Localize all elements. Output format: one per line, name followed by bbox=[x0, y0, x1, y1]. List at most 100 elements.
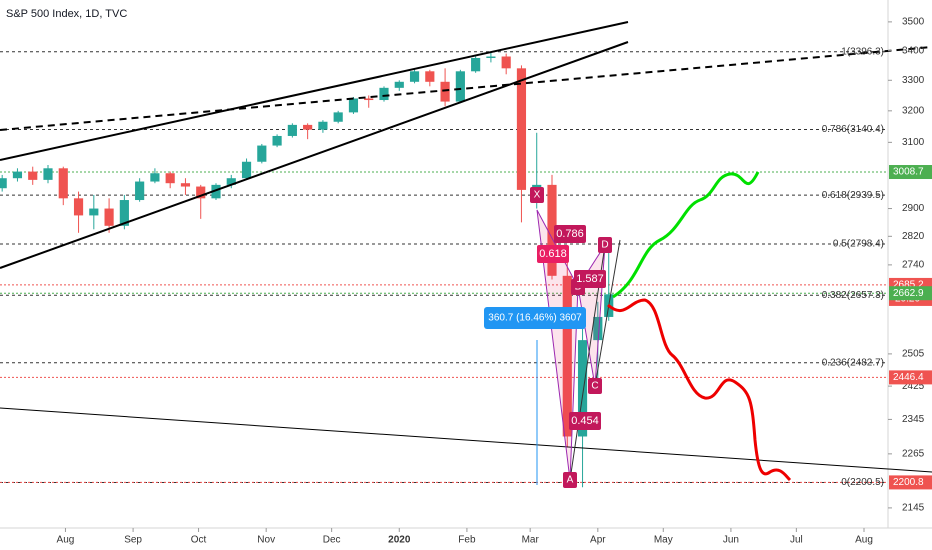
fib-label: 0.618(2939.5) bbox=[822, 190, 884, 201]
candle-body bbox=[318, 121, 328, 130]
pattern-ratio-box bbox=[569, 412, 601, 430]
candle-body bbox=[43, 168, 53, 180]
y-tick-label: 3400 bbox=[902, 45, 925, 56]
pattern-leg bbox=[594, 239, 621, 387]
fib-label: 0.786(3140.4) bbox=[822, 124, 884, 135]
candle-body bbox=[486, 56, 496, 58]
y-tick-label: 3500 bbox=[902, 17, 925, 28]
pattern-ratio-label: 0.786 bbox=[556, 228, 584, 240]
candle-body bbox=[58, 168, 68, 199]
candle-body bbox=[348, 98, 359, 113]
trend-line bbox=[0, 21, 629, 161]
candle-body bbox=[119, 200, 129, 226]
pattern-ratio-box bbox=[574, 270, 606, 288]
x-tick-label: Mar bbox=[522, 535, 540, 546]
candle-body bbox=[104, 208, 114, 226]
pattern-ratio-label: 0.454 bbox=[571, 415, 599, 427]
y-tick-label: 2820 bbox=[902, 231, 925, 242]
price-badge bbox=[889, 475, 932, 490]
price-badge-label: 2200.8 bbox=[893, 477, 924, 488]
y-tick-label: 2425 bbox=[902, 381, 925, 392]
y-tick-label: 3200 bbox=[902, 105, 925, 116]
candle-body bbox=[165, 173, 175, 184]
candle-body bbox=[364, 98, 374, 101]
fib-label: 0.382(2657.3) bbox=[822, 290, 884, 301]
pattern-point-label: X bbox=[534, 190, 541, 201]
pattern-ratio-box bbox=[554, 225, 586, 243]
pattern-point-box bbox=[530, 187, 544, 203]
pattern-ratio-box bbox=[537, 245, 569, 263]
candle-body bbox=[211, 184, 221, 199]
candle-body bbox=[516, 68, 527, 190]
fib-label: 1(3396.3) bbox=[841, 46, 884, 57]
x-tick-label: Sep bbox=[124, 535, 142, 546]
plot-area bbox=[0, 51, 888, 488]
projection-up bbox=[612, 171, 760, 299]
y-tick-label: 2740 bbox=[902, 260, 925, 271]
x-tick-label: May bbox=[654, 535, 673, 546]
candle-body bbox=[425, 71, 435, 82]
pattern-point-label: D bbox=[601, 240, 608, 251]
candle-body bbox=[73, 198, 84, 216]
fib-label: 0.236(2482.7) bbox=[822, 357, 884, 368]
pattern-point-box bbox=[563, 472, 577, 488]
y-tick-label: 3300 bbox=[902, 75, 925, 86]
price-badge-label: 3008.7 bbox=[893, 167, 924, 178]
candle-body bbox=[196, 186, 206, 199]
candle-body bbox=[333, 112, 343, 122]
candle-body bbox=[409, 71, 420, 82]
pattern-point-label: C bbox=[591, 381, 598, 392]
candle-body bbox=[501, 56, 511, 69]
price-badge-label: 2662.9 bbox=[893, 288, 924, 299]
measure-box bbox=[484, 307, 586, 329]
candle-body bbox=[226, 178, 236, 185]
candle-body bbox=[272, 135, 282, 146]
x-tick-label: Feb bbox=[458, 535, 476, 546]
x-tick-label: Aug bbox=[57, 535, 75, 546]
pattern-point-box bbox=[588, 378, 602, 394]
price-badge-label: 2446.4 bbox=[893, 372, 924, 383]
x-tick-label: Jul bbox=[790, 535, 803, 546]
candle-body bbox=[440, 81, 450, 102]
candle-body bbox=[562, 275, 572, 437]
candle-body bbox=[287, 124, 297, 136]
x-tick-label: Dec bbox=[323, 535, 341, 546]
pattern-ratio-label: 0.618 bbox=[539, 248, 567, 260]
y-tick-label: 3100 bbox=[902, 137, 925, 148]
candle-body bbox=[180, 183, 191, 187]
fib-label: 0.5(2798.4) bbox=[833, 239, 884, 250]
pattern-point-label: A bbox=[567, 475, 574, 486]
pattern-ratio-label: 1.587 bbox=[576, 273, 604, 285]
candle-body bbox=[150, 173, 160, 182]
pattern-point-box bbox=[598, 237, 612, 253]
y-tick-label: 2345 bbox=[902, 414, 925, 425]
fib-label: 0(2200.5) bbox=[841, 477, 884, 488]
measure-label: 360.7 (16.46%) 3607 bbox=[488, 313, 582, 324]
x-tick-label: Apr bbox=[590, 535, 606, 546]
y-tick-label: 2900 bbox=[902, 203, 925, 214]
candle-body bbox=[379, 87, 389, 101]
candle-body bbox=[394, 81, 404, 88]
trend-line bbox=[0, 41, 629, 269]
candle-body bbox=[303, 124, 313, 130]
x-tick-label: Nov bbox=[257, 535, 275, 546]
candle-body bbox=[593, 316, 603, 341]
trend-line bbox=[0, 407, 932, 473]
y-tick-label: 2145 bbox=[902, 503, 925, 514]
candle-body bbox=[257, 145, 267, 162]
candle-body bbox=[547, 184, 557, 276]
price-badge bbox=[889, 370, 932, 385]
candle-body bbox=[0, 178, 7, 189]
candle-body bbox=[89, 208, 99, 216]
candle-body bbox=[471, 57, 481, 72]
chart-title: S&P 500 Index, 1D, TVC bbox=[6, 8, 127, 20]
candle-body bbox=[28, 171, 38, 180]
candle-body bbox=[577, 340, 588, 437]
price-badge bbox=[889, 286, 932, 301]
x-tick-label: Jun bbox=[723, 535, 739, 546]
x-tick-label: Oct bbox=[191, 535, 207, 546]
projection-down bbox=[607, 298, 792, 482]
candle-body bbox=[455, 71, 465, 102]
